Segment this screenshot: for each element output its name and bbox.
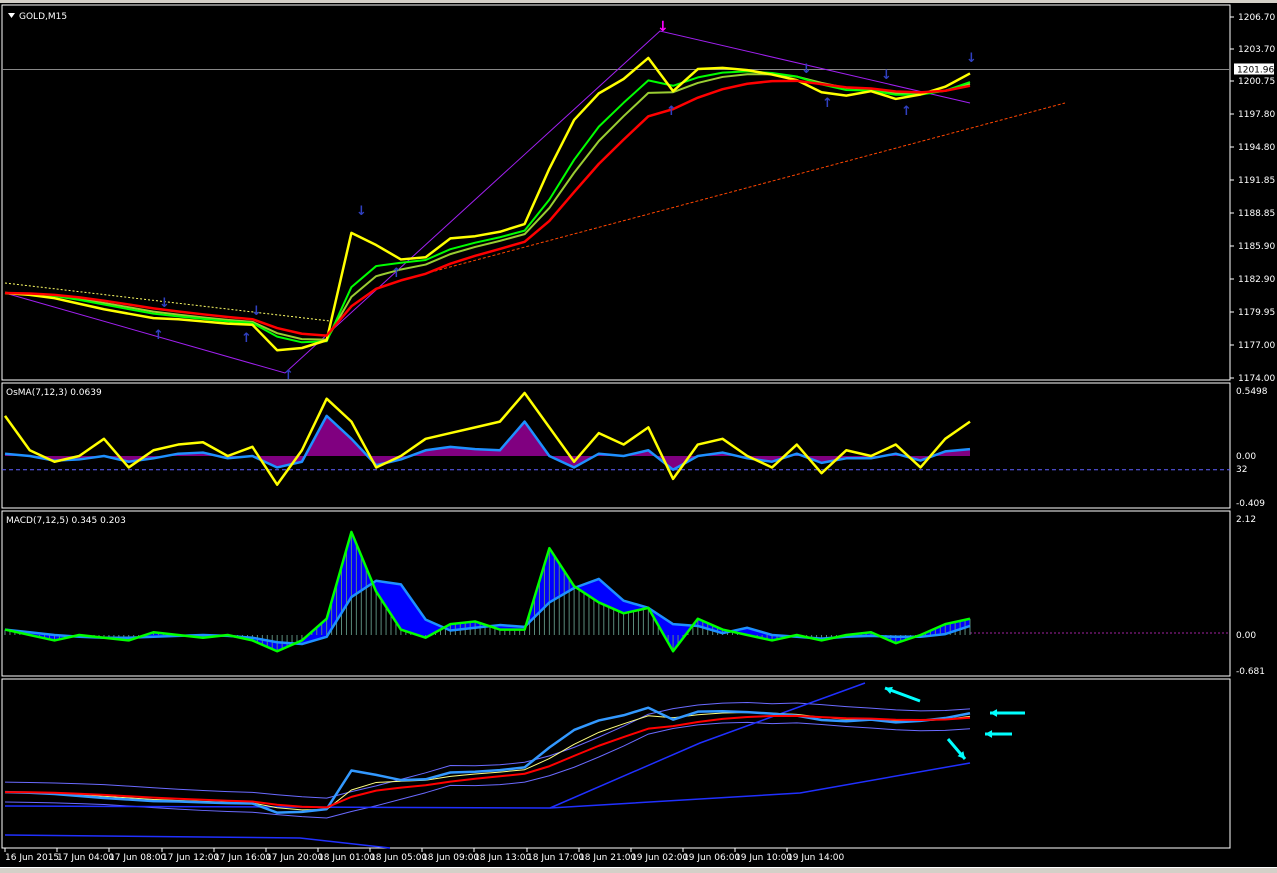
lower-band-line xyxy=(4,721,971,819)
arrow-down-icon: ↓ xyxy=(159,296,170,311)
price-tick-label: 1182.90 xyxy=(1238,275,1275,285)
triangle-down-icon[interactable] xyxy=(8,13,15,18)
current-price-badge xyxy=(1234,63,1274,75)
osma-tick-label: 32 xyxy=(1236,465,1247,475)
chart-tabs-bar[interactable] xyxy=(0,867,1277,873)
arrow-up-icon: ↑ xyxy=(241,331,252,346)
envelope-bottom-line xyxy=(4,834,391,849)
arrow-down-icon: ↓ xyxy=(356,204,367,219)
time-tick-label: 19 Jun 10:00 xyxy=(735,853,792,863)
price-tick-label: 1191.85 xyxy=(1238,176,1275,186)
time-tick-label: 17 Jun 04:00 xyxy=(57,853,114,863)
time-tick-label: 18 Jun 17:00 xyxy=(527,853,584,863)
time-tick-label: 18 Jun 21:00 xyxy=(579,853,636,863)
time-tick-label: 18 Jun 05:00 xyxy=(370,853,427,863)
time-tick-label: 18 Jun 09:00 xyxy=(422,853,479,863)
band-panel-frame xyxy=(1,678,1231,849)
band-price-line xyxy=(4,706,971,814)
arrow-up-icon: ↑ xyxy=(391,266,402,281)
arrow-up-icon: ↑ xyxy=(283,368,294,383)
price-tick-label: 1188.85 xyxy=(1238,209,1275,219)
arrow-down-icon: ↓ xyxy=(251,304,262,319)
time-tick-label: 17 Jun 08:00 xyxy=(109,853,166,863)
price-tick-label: 1200.75 xyxy=(1238,77,1275,87)
current-price-label: 1201.96 xyxy=(1237,65,1274,75)
arrow-up-icon: ↑ xyxy=(153,328,164,343)
time-tick-label: 19 Jun 02:00 xyxy=(631,853,688,863)
envelope-lower-line xyxy=(4,762,971,809)
main-panel-frame xyxy=(1,4,1231,381)
cyan-arrowhead-icon xyxy=(985,730,993,738)
time-tick-label: 19 Jun 06:00 xyxy=(683,853,740,863)
time-tick-label: 17 Jun 20:00 xyxy=(266,853,323,863)
cyan-arrowhead-icon xyxy=(957,751,965,759)
time-tick-label: 16 Jun 2015 xyxy=(5,853,59,863)
arrow-down-icon: ↓ xyxy=(657,19,669,35)
arrow-up-icon: ↑ xyxy=(666,104,677,119)
price-tick-label: 1174.00 xyxy=(1238,374,1275,384)
time-tick-label: 18 Jun 01:00 xyxy=(318,853,375,863)
cyan-arrowhead-icon xyxy=(990,709,998,717)
price-line xyxy=(4,56,971,352)
price-tick-label: 1203.70 xyxy=(1238,45,1275,55)
ma-fast-line xyxy=(4,70,971,344)
symbol-label: GOLD,M15 xyxy=(19,12,67,22)
time-tick-label: 17 Jun 12:00 xyxy=(162,853,219,863)
osma-line xyxy=(3,391,971,486)
macd-line xyxy=(4,530,971,653)
time-tick-label: 19 Jun 14:00 xyxy=(787,853,844,863)
band-ma-line xyxy=(4,712,971,811)
osma-panel-frame xyxy=(1,382,1231,509)
macd-label: MACD(7,12,5) 0.345 0.203 xyxy=(6,516,126,526)
arrow-down-icon: ↓ xyxy=(881,68,892,83)
price-tick-label: 1185.90 xyxy=(1238,242,1275,252)
cyan-arrowhead-icon xyxy=(885,686,893,695)
arrow-down-icon: ↓ xyxy=(801,62,812,77)
price-tick-label: 1206.70 xyxy=(1238,13,1275,23)
trend-line-upper xyxy=(4,282,331,322)
chart-canvas[interactable]: GOLD,M15 OsMA(7,12,3) 0.0639 MACD(7,12,5… xyxy=(0,3,1277,867)
trend-line xyxy=(419,102,1066,276)
ma-slow-line xyxy=(4,79,971,337)
arrow-up-icon: ↑ xyxy=(822,96,833,111)
osma-tick-label: 0.5498 xyxy=(1236,387,1268,397)
osma-tick-label: -0.409 xyxy=(1236,499,1265,509)
macd-tick-label: 2.12 xyxy=(1236,515,1256,525)
price-tick-label: 1177.00 xyxy=(1238,341,1275,351)
price-tick-label: 1179.95 xyxy=(1238,308,1275,318)
chart-window[interactable]: GOLD,M15 OsMA(7,12,3) 0.0639 MACD(7,12,5… xyxy=(0,3,1277,867)
price-tick-label: 1197.80 xyxy=(1238,110,1275,120)
arrow-up-icon: ↑ xyxy=(901,104,912,119)
time-tick-label: 17 Jun 16:00 xyxy=(214,853,271,863)
macd-panel-frame xyxy=(1,510,1231,677)
band-ma-slow-line xyxy=(4,714,971,809)
osma-tick-label: 0.00 xyxy=(1236,452,1256,462)
macd-tick-label: 0.00 xyxy=(1236,631,1256,641)
price-tick-label: 1194.80 xyxy=(1238,143,1275,153)
osma-label: OsMA(7,12,3) 0.0639 xyxy=(6,388,102,398)
macd-tick-label: -0.681 xyxy=(1236,667,1265,677)
envelope-upper-line xyxy=(549,682,866,809)
zigzag-line xyxy=(4,30,971,374)
arrow-down-icon: ↓ xyxy=(966,51,977,66)
time-tick-label: 18 Jun 13:00 xyxy=(474,853,531,863)
